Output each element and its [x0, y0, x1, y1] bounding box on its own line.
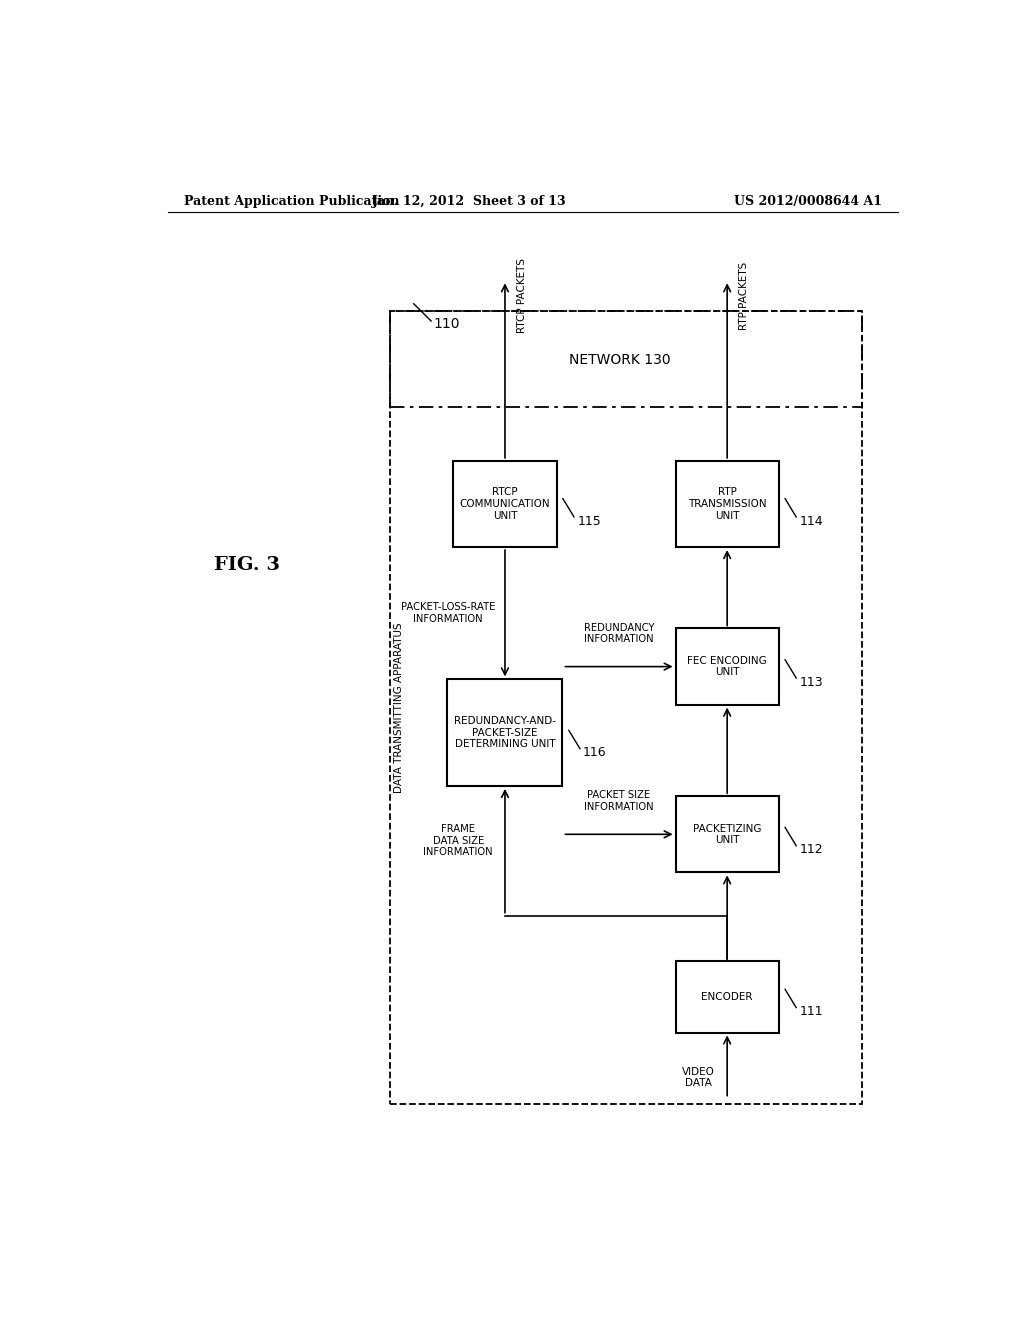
Bar [676, 961, 778, 1032]
Bar [676, 796, 778, 873]
Text: PACKET SIZE
INFORMATION: PACKET SIZE INFORMATION [585, 791, 654, 812]
Text: US 2012/0008644 A1: US 2012/0008644 A1 [734, 194, 882, 207]
Text: PACKET-LOSS-RATE
INFORMATION: PACKET-LOSS-RATE INFORMATION [401, 602, 496, 624]
Text: RTCP
COMMUNICATION
UNIT: RTCP COMMUNICATION UNIT [460, 487, 550, 520]
Text: Patent Application Publication: Patent Application Publication [183, 194, 399, 207]
Text: REDUNDANCY
INFORMATION: REDUNDANCY INFORMATION [584, 623, 654, 644]
Text: NETWORK 130: NETWORK 130 [569, 352, 671, 367]
Bar [390, 312, 862, 408]
Text: 111: 111 [800, 1005, 823, 1018]
Text: 116: 116 [583, 746, 607, 759]
Text: 110: 110 [433, 317, 460, 331]
Text: 113: 113 [800, 676, 823, 689]
Text: RTP
TRANSMISSION
UNIT: RTP TRANSMISSION UNIT [688, 487, 767, 520]
Text: DATA TRANSMITTING APPARATUS: DATA TRANSMITTING APPARATUS [394, 622, 404, 792]
Text: FEC ENCODING
UNIT: FEC ENCODING UNIT [687, 656, 767, 677]
Text: 115: 115 [578, 515, 601, 528]
Text: 112: 112 [800, 843, 823, 857]
Bar [447, 680, 562, 785]
Bar [676, 628, 778, 705]
Text: PACKETIZING
UNIT: PACKETIZING UNIT [693, 824, 762, 845]
Bar [676, 461, 778, 548]
Text: RTCP PACKETS: RTCP PACKETS [517, 259, 527, 333]
Bar [454, 461, 557, 548]
Text: RTP PACKETS: RTP PACKETS [739, 261, 750, 330]
Text: FIG. 3: FIG. 3 [214, 556, 280, 574]
Text: FRAME
DATA SIZE
INFORMATION: FRAME DATA SIZE INFORMATION [424, 824, 494, 857]
Text: Jan. 12, 2012  Sheet 3 of 13: Jan. 12, 2012 Sheet 3 of 13 [372, 194, 566, 207]
Text: 114: 114 [800, 515, 823, 528]
Text: ENCODER: ENCODER [701, 991, 753, 1002]
Text: REDUNDANCY-AND-
PACKET-SIZE
DETERMINING UNIT: REDUNDANCY-AND- PACKET-SIZE DETERMINING … [454, 715, 556, 750]
Text: VIDEO
DATA: VIDEO DATA [682, 1067, 715, 1089]
Bar [390, 312, 862, 1104]
